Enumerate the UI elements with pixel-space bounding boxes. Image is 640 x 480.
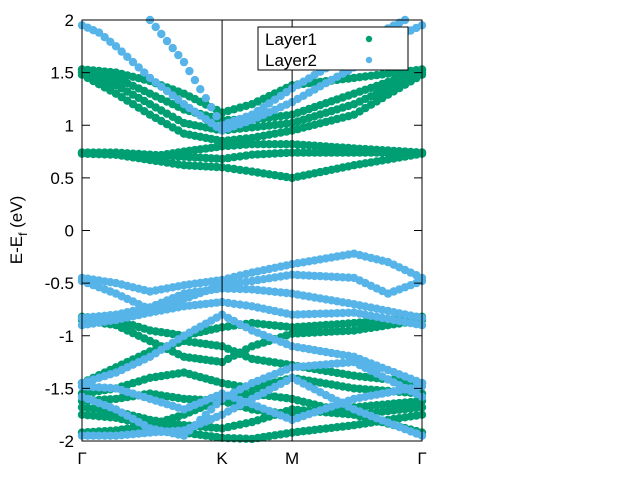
band-point	[128, 57, 138, 67]
y-tick-label: 2	[65, 11, 74, 30]
band-point	[94, 28, 104, 37]
band-point	[157, 29, 166, 39]
x-tick-label: M	[285, 449, 299, 468]
band-point	[179, 57, 189, 67]
band-point	[235, 140, 245, 150]
band-point	[229, 434, 239, 443]
band-point	[134, 63, 143, 72]
band-point	[223, 433, 233, 443]
band-point	[100, 33, 109, 42]
legend-label-layer1: Layer1	[265, 30, 317, 49]
legend-label-layer2: Layer2	[265, 51, 317, 70]
y-tick-label: 0	[65, 222, 74, 241]
band-point	[162, 36, 172, 46]
x-tick-label: Γ	[417, 449, 426, 468]
y-axis-ticks: 2 1.5 1 0.5 0 -0.5 -1 -1.5 -2	[45, 11, 422, 451]
y-tick-label: -2	[59, 432, 74, 451]
band-point	[229, 284, 239, 293]
band-point	[212, 112, 221, 121]
y-tick-label: 1.5	[50, 64, 74, 83]
band-point	[190, 75, 200, 85]
band-point	[111, 42, 121, 51]
band-point	[270, 140, 280, 149]
band-point	[151, 22, 160, 32]
band-point	[229, 141, 239, 150]
band-point	[162, 86, 172, 96]
band-point	[168, 43, 177, 53]
legend: Layer1 Layer2	[257, 26, 409, 71]
x-tick-label: Γ	[77, 449, 86, 468]
y-tick-label: 0.5	[50, 169, 74, 188]
band-point	[140, 68, 149, 77]
band-point	[157, 82, 166, 91]
band-point	[145, 73, 155, 83]
legend-marker-layer2	[365, 56, 373, 64]
band-point	[185, 66, 194, 76]
band-point	[207, 103, 216, 112]
band-point	[241, 140, 251, 149]
band-point	[235, 284, 245, 294]
band-point	[201, 410, 210, 419]
band-point	[174, 95, 183, 105]
band-point	[179, 431, 189, 440]
kpoint-lines	[221, 20, 293, 441]
band-point	[190, 421, 200, 430]
band-point	[196, 85, 205, 94]
y-tick-label: -1	[59, 327, 74, 346]
band-point	[253, 140, 262, 149]
y-axis-label: E-Ef (eV)	[7, 196, 30, 265]
band-point	[174, 50, 183, 60]
band-point	[201, 94, 210, 103]
band-point	[207, 405, 216, 414]
x-tick-label: K	[216, 449, 228, 468]
band-point	[106, 37, 115, 46]
y-tick-label: -1.5	[45, 379, 74, 398]
band-point	[117, 47, 126, 56]
y-tick-label: 1	[65, 116, 74, 135]
y-tick-label: -0.5	[45, 274, 74, 293]
band-point	[196, 415, 205, 425]
band-point	[223, 284, 233, 293]
legend-marker-layer1	[365, 35, 373, 43]
band-point	[123, 52, 132, 61]
legend-box	[257, 26, 409, 71]
band-point	[185, 426, 194, 435]
band-point	[212, 400, 221, 409]
band-point	[241, 285, 251, 294]
